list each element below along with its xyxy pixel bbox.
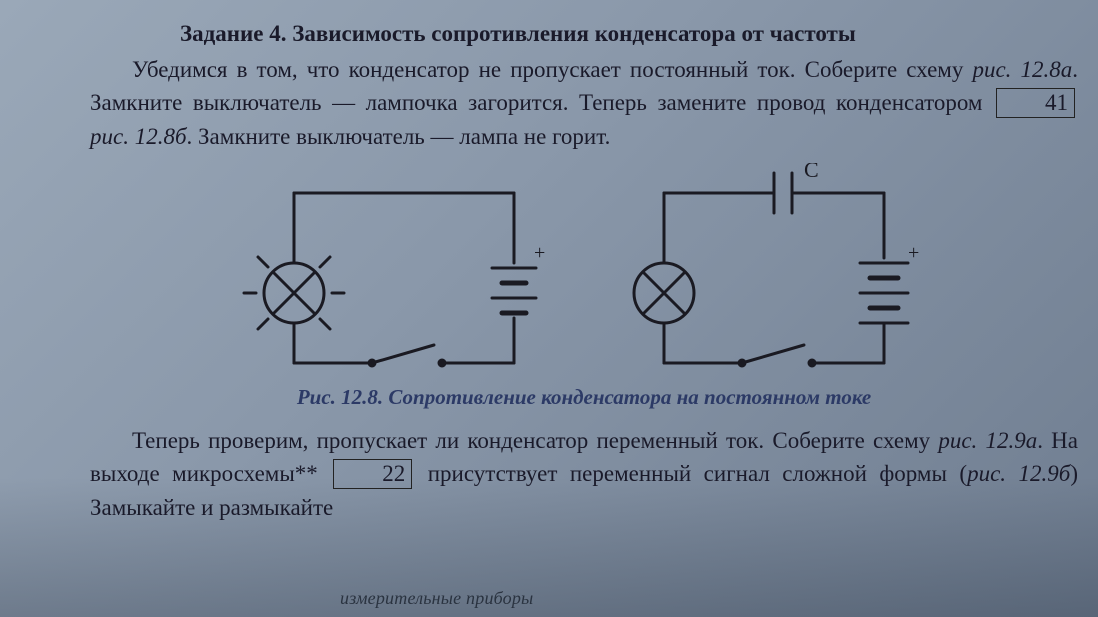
fig-ref-12-9b: рис. 12.9б: [967, 461, 1070, 486]
figure-caption: Рис. 12.8. Сопротивление конденсатора на…: [90, 385, 1078, 410]
fig-ref-12-8b: рис. 12.8б: [90, 124, 187, 149]
circuit-b: C: [634, 163, 919, 366]
plus-label-b: +: [908, 242, 919, 264]
battery-icon: [492, 268, 536, 313]
p1-text-c: . Замкните выключатель — лампа не горит.: [187, 124, 611, 149]
capacitor-label: C: [804, 163, 819, 182]
cutoff-footnote: измерительные приборы: [340, 588, 533, 609]
fig-ref-12-9a: рис. 12.9а: [938, 428, 1037, 453]
page: Задание 4. Зависимость сопротивления кон…: [0, 0, 1098, 617]
fig-ref-12-8a: рис. 12.8а: [972, 57, 1072, 82]
figure-12-8: + C: [90, 163, 1078, 383]
component-ref-22: 22: [333, 459, 412, 489]
circuit-diagrams: + C: [234, 163, 934, 383]
capacitor-icon: [774, 173, 792, 213]
task-title: Задание 4. Зависимость сопротивления кон…: [180, 18, 1078, 49]
paragraph-2: Теперь проверим, пропускает ли конденсат…: [90, 424, 1078, 524]
circuit-a: +: [244, 193, 545, 366]
plus-label-a: +: [534, 242, 545, 264]
component-ref-41: 41: [996, 88, 1075, 118]
p2-text-a: Теперь проверим, пропускает ли конденсат…: [132, 428, 938, 453]
p2-text-c: присутствует переменный сигнал сложной ф…: [415, 461, 967, 486]
paragraph-1: Убедимся в том, что конденсатор не пропу…: [90, 53, 1078, 153]
p1-text-a: Убедимся в том, что конденсатор не пропу…: [132, 57, 972, 82]
battery-icon-b: [860, 263, 908, 323]
